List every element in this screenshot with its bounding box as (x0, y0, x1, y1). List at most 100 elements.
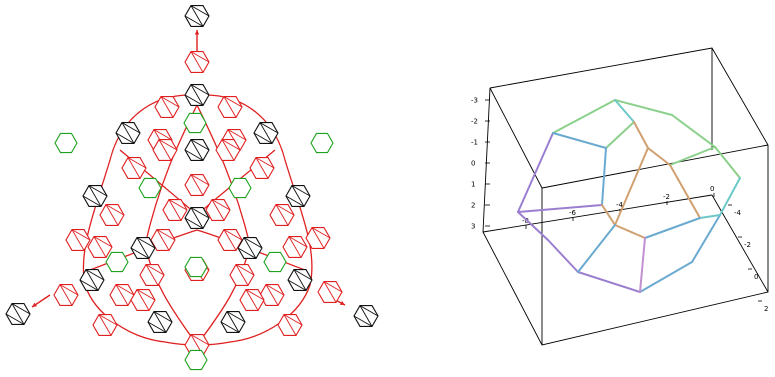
red-hexagon-node (99, 204, 125, 226)
dodecahedron-edge (633, 121, 649, 149)
red-hexagon-node (305, 227, 331, 249)
z-tick-label: 1 (471, 181, 475, 189)
black-hexagon-node (147, 311, 173, 333)
black-hexagon-node (285, 185, 311, 207)
black-hexagon-node (82, 185, 108, 207)
dodecahedron-edge (517, 132, 554, 213)
red-hexagon-node (249, 157, 275, 179)
black-hexagon-node (184, 84, 210, 106)
y-tick-label: -4 (734, 209, 742, 217)
red-hexagon-node (53, 284, 79, 306)
x-tick-label: 0 (710, 185, 714, 193)
dodecahedron-edge (547, 239, 579, 273)
dodecahedron-edge (614, 99, 673, 116)
black-hexagon-node (130, 237, 156, 259)
dodecahedron-wireframe (517, 99, 741, 293)
black-hexagon-node (184, 207, 210, 229)
dodecahedron-edge (552, 132, 607, 149)
dodecahedron-edge (671, 114, 716, 148)
red-hexagon-node (205, 199, 231, 221)
black-hexagon-node (184, 139, 210, 161)
red-hexagon-node (217, 96, 243, 118)
red-hexagon-node (282, 236, 308, 258)
black-hexagon-node (5, 303, 31, 325)
green-hexagon-node (54, 132, 78, 154)
z-tick-label: -3 (471, 97, 478, 105)
dodecahedron-edge (639, 237, 646, 293)
axis-ticks: -3 -2 -1 0 1 2 3 -8 -6 -4 -2 0 -4 -2 0 2 (471, 97, 768, 314)
black-hexagon-node (79, 269, 105, 291)
dodecahedron-edge (517, 211, 549, 241)
red-hexagon-node (317, 281, 343, 303)
red-hexagon-node (184, 51, 210, 73)
y-tick-label: 2 (764, 305, 768, 313)
dodecahedron-edge (601, 204, 616, 226)
graph-arrow (194, 30, 200, 52)
dodecahedron-edge (614, 224, 646, 239)
x-tick-label: -6 (569, 209, 577, 217)
black-hexagon-node (184, 5, 210, 27)
green-hexagon-node (310, 132, 334, 154)
dodecahedron-edge (669, 146, 716, 166)
dodecahedron-edge (577, 271, 641, 293)
red-hexagon-node (259, 284, 285, 306)
x-tick-label: -2 (663, 193, 670, 201)
x-tick-label: -8 (522, 217, 529, 225)
dodecahedron-edge (699, 214, 721, 219)
black-hexagon-node (287, 269, 313, 291)
red-hexagon-node (217, 229, 243, 251)
dodecahedron-edge (601, 147, 607, 206)
red-hexagon-node (92, 314, 118, 336)
dodecahedron-edge (614, 99, 635, 123)
red-hexagon-node (121, 157, 147, 179)
red-hexagon-node (87, 236, 113, 258)
graph-nodes (5, 5, 379, 371)
y-tick-label: 0 (754, 273, 758, 281)
red-hexagon-node (215, 139, 241, 161)
dodecahedron-edge (614, 147, 649, 226)
green-hexagon-node (138, 177, 162, 199)
red-hexagon-node (269, 204, 295, 226)
red-hexagon-node (65, 229, 91, 251)
dodecahedron-edge (691, 214, 721, 263)
red-hexagon-node (162, 199, 188, 221)
red-hexagon-node (184, 174, 210, 196)
dodecahedron-edge (552, 99, 616, 134)
green-hexagon-node (184, 349, 208, 371)
red-hexagon-node (152, 139, 178, 161)
red-hexagon-node (109, 284, 135, 306)
dodecahedron-edge (714, 146, 741, 179)
red-hexagon-node (154, 96, 180, 118)
z-tick-label: 0 (471, 160, 475, 168)
red-hexagon-node (139, 264, 165, 286)
dodecahedron-edge (719, 177, 741, 216)
graph-arrow (31, 294, 51, 308)
z-tick-label: 2 (471, 202, 475, 210)
green-hexagon-node (183, 112, 207, 134)
dodecahedron-edge (644, 217, 701, 239)
dodecahedron-edge (669, 164, 701, 219)
dodecahedron-3d-plot: -3 -2 -1 0 1 2 3 -8 -6 -4 -2 0 -4 -2 0 2 (471, 47, 768, 346)
black-hexagon-node (115, 122, 141, 144)
z-tick-label: -2 (471, 118, 478, 126)
red-hexagon-node (229, 264, 255, 286)
black-hexagon-node (253, 122, 279, 144)
green-hexagon-node (105, 251, 129, 273)
red-hexagon-node (277, 314, 303, 336)
green-hexagon-node (228, 177, 252, 199)
green-hexagon-node (184, 256, 208, 278)
dodecahedron-edge (639, 261, 693, 293)
z-tick-label: -1 (471, 139, 478, 147)
red-hexagon-node (130, 289, 156, 311)
green-hexagon-node (263, 251, 287, 273)
x-tick-label: -4 (616, 201, 624, 209)
dodecahedron-edge (577, 224, 616, 273)
hexagon-graph-diagram (5, 5, 379, 371)
dodecahedron-edge (605, 121, 635, 149)
black-hexagon-node (237, 237, 263, 259)
z-tick-label: 3 (471, 223, 475, 231)
dodecahedron-edge (647, 147, 671, 166)
red-hexagon-node (239, 289, 265, 311)
black-hexagon-node (353, 305, 379, 327)
